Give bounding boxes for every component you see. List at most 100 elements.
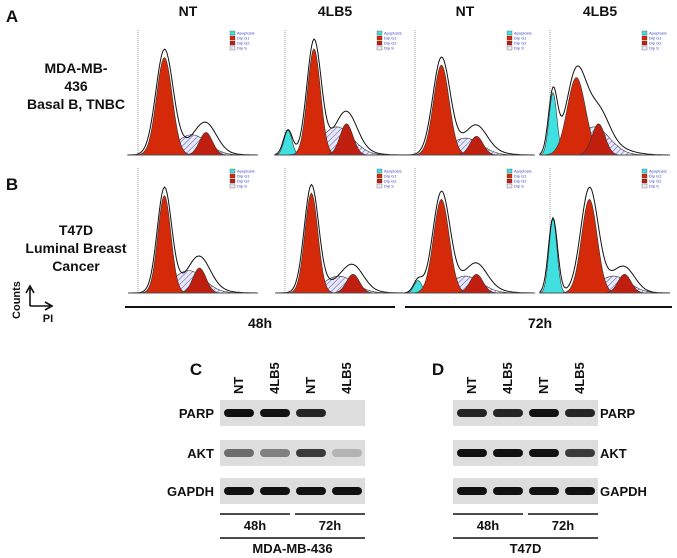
band xyxy=(296,449,326,457)
band xyxy=(296,409,326,417)
axis-label: Counts xyxy=(11,281,23,319)
lane-label: 4LB5 xyxy=(572,362,587,394)
band xyxy=(493,409,523,417)
legend-swatch xyxy=(641,168,648,174)
band xyxy=(260,449,290,457)
legend-swatch xyxy=(229,173,236,179)
legend-swatch xyxy=(376,168,383,174)
panel-letter: C xyxy=(190,360,202,379)
legend-label: Apoptosis xyxy=(649,169,667,174)
band xyxy=(457,487,487,495)
legend-swatch xyxy=(506,45,513,51)
column-header: NT xyxy=(179,3,198,19)
row-label: 436 xyxy=(64,78,88,94)
legend-swatch xyxy=(229,30,236,36)
lane-label: NT xyxy=(231,377,246,394)
legend-swatch xyxy=(506,40,513,46)
legend-swatch xyxy=(229,183,236,189)
legend-label: Dip S xyxy=(514,184,524,189)
legend-swatch xyxy=(229,168,236,174)
legend-label: Apoptosis xyxy=(649,31,667,36)
legend-swatch xyxy=(506,30,513,36)
legend-swatch xyxy=(376,178,383,184)
legend-label: Dip G1 xyxy=(514,174,527,179)
legend-swatch xyxy=(229,35,236,41)
band xyxy=(224,409,254,417)
axis-arrows xyxy=(25,284,54,311)
legend-swatch xyxy=(376,45,383,51)
legend-label: Apoptosis xyxy=(514,169,532,174)
legend-swatch xyxy=(641,173,648,179)
legend-label: Dip G2 xyxy=(384,179,397,184)
fit-curve xyxy=(404,190,535,294)
band xyxy=(529,449,559,457)
row-label: Luminal Breast xyxy=(25,240,126,256)
band xyxy=(565,409,595,417)
legend-swatch xyxy=(376,183,383,189)
fit-curve xyxy=(539,186,671,294)
legend-label: Dip G1 xyxy=(649,36,662,41)
legend-label: Dip S xyxy=(649,184,659,189)
legend-label: Dip G2 xyxy=(237,179,250,184)
legend-swatch xyxy=(506,178,513,184)
legend-label: Dip G1 xyxy=(237,36,250,41)
band xyxy=(332,449,362,457)
protein-label: PARP xyxy=(179,406,214,421)
panel-letter: D xyxy=(432,360,444,379)
protein-label: GAPDH xyxy=(600,484,647,499)
legend-label: Dip G2 xyxy=(514,179,527,184)
legend-label: Apoptosis xyxy=(237,31,255,36)
band xyxy=(224,449,254,457)
legend-swatch xyxy=(376,30,383,36)
legend-label: Dip G2 xyxy=(514,41,527,46)
column-header: 4LB5 xyxy=(318,3,352,19)
legend-swatch xyxy=(641,40,648,46)
lane-label: NT xyxy=(464,377,479,394)
column-header: 4LB5 xyxy=(583,3,617,19)
legend-swatch xyxy=(506,35,513,41)
legend-swatch xyxy=(641,183,648,189)
legend-swatch xyxy=(229,178,236,184)
timepoint-label: 72h xyxy=(552,518,574,533)
legend-swatch xyxy=(229,40,236,46)
protein-label: PARP xyxy=(600,406,635,421)
band xyxy=(260,487,290,495)
legend-swatch xyxy=(376,173,383,179)
legend-swatch xyxy=(506,173,513,179)
band xyxy=(457,449,487,457)
legend-swatch xyxy=(641,30,648,36)
row-label: Basal B, TNBC xyxy=(27,96,125,112)
fit-curve xyxy=(274,38,405,156)
row-label: T47D xyxy=(59,222,93,238)
protein-label: GAPDH xyxy=(167,484,214,499)
lane-label: 4LB5 xyxy=(339,362,354,394)
band xyxy=(565,449,595,457)
timepoint-label: 72h xyxy=(319,518,341,533)
fit-curve xyxy=(275,183,405,294)
row-label: Cancer xyxy=(52,258,100,274)
timepoint-label: 48h xyxy=(477,518,499,533)
band xyxy=(565,487,595,495)
legend-swatch xyxy=(641,45,648,51)
protein-label: AKT xyxy=(187,446,214,461)
legend-label: Dip S xyxy=(237,46,247,51)
legend-label: Dip G1 xyxy=(384,36,397,41)
legend-swatch xyxy=(641,178,648,184)
legend-swatch xyxy=(376,40,383,46)
legend-label: Dip G1 xyxy=(384,174,397,179)
lane-label: 4LB5 xyxy=(267,362,282,394)
band xyxy=(493,449,523,457)
panel-letter: B xyxy=(6,175,18,194)
fit-curve xyxy=(404,56,535,156)
legend-label: Dip S xyxy=(384,46,394,51)
fit-curve xyxy=(539,65,670,156)
timepoint-label: 72h xyxy=(528,315,552,331)
legend-label: Apoptosis xyxy=(514,31,532,36)
panel-letter: A xyxy=(6,7,18,26)
legend-label: Dip S xyxy=(649,46,659,51)
legend-swatch xyxy=(641,35,648,41)
legend-label: Dip G1 xyxy=(514,36,527,41)
fit-curve xyxy=(128,186,258,294)
lane-label: NT xyxy=(536,377,551,394)
legend-label: Apoptosis xyxy=(384,169,402,174)
